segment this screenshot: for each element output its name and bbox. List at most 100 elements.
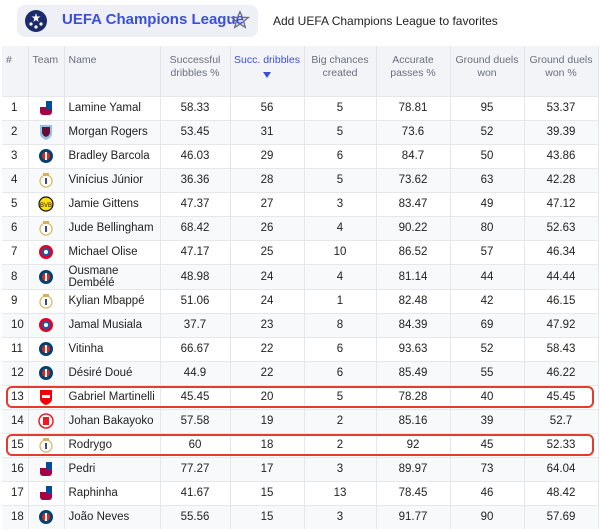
stat-cell-sdp: 36.36 [160,167,231,192]
stat-cell-sd: 19 [230,408,305,433]
team-crest-dortmund-icon[interactable]: BVB [28,191,65,216]
team-crest-bayern-icon[interactable] [28,239,65,264]
add-to-favorites-link[interactable]: Add UEFA Champions League to favorites [273,14,498,28]
star-icon[interactable] [229,9,251,31]
table-row[interactable]: 13 Gabriel Martinelli 45.45 20 5 78.28 40 45.45 [2,384,599,409]
team-crest-psg-icon[interactable] [28,143,65,168]
team-crest-real-madrid-icon[interactable] [28,288,65,313]
stat-cell-gdw: 95 [450,95,525,120]
column-header-label: Successful dribbles % [169,54,221,79]
stat-cell-ap: 86.52 [376,239,451,264]
table-row[interactable]: 14 Johan Bakayoko 57.58 19 2 85.16 39 52.7 [2,408,599,433]
table-row[interactable]: 10 Jamal Musiala 37.7 23 8 84.39 69 47.92 [2,312,599,337]
stat-cell-bcc: 5 [304,384,377,409]
team-crest-barcelona-icon[interactable] [28,480,65,505]
table-row[interactable]: 5 BVB Jamie Gittens 47.37 27 3 83.47 49 47.12 [2,191,599,216]
column-header-label: Ground duels won % [529,54,593,79]
team-crest-psg-icon[interactable] [28,504,65,529]
column-header-label: Big chances created [311,54,369,79]
column-header-label: Team [32,54,59,66]
stat-cell-sdp: 60 [160,432,231,457]
player-name[interactable]: Lamine Yamal [64,95,161,120]
player-name[interactable]: Michael Olise [64,239,161,264]
player-name[interactable]: Raphinha [64,480,161,505]
player-name[interactable]: Vinícius Júnior [64,167,161,192]
stat-cell-gdwp: 52.7 [524,408,599,433]
player-name[interactable]: Jude Bellingham [64,215,161,240]
team-crest-psg-icon[interactable] [28,360,65,385]
stat-cell-sdp: 44.9 [160,360,231,385]
stat-cell-sd: 27 [230,191,305,216]
league-pill[interactable]: UEFA Champions League [17,5,258,37]
table-row[interactable]: 17 Raphinha 41.67 15 13 78.45 46 48.42 [2,480,599,505]
stat-cell-gdwp: 46.34 [524,239,599,264]
table-row[interactable]: 12 Désiré Doué 44.9 22 6 85.49 55 46.22 [2,360,599,385]
stat-cell-sd: 25 [230,239,305,264]
rank-cell: 15 [2,432,29,457]
player-name[interactable]: Vitinha [64,336,161,361]
player-name[interactable]: Morgan Rogers [64,119,161,144]
player-name[interactable]: Bradley Barcola [64,143,161,168]
table-row[interactable]: 15 Rodrygo 60 18 2 92 45 52.33 [2,432,599,457]
stat-cell-gdw: 52 [450,336,525,361]
stat-cell-ap: 78.81 [376,95,451,120]
column-header-7[interactable]: Ground duels won [450,46,525,96]
stat-cell-gdw: 46 [450,480,525,505]
stat-cell-sdp: 68.42 [160,215,231,240]
stat-cell-gdwp: 48.42 [524,480,599,505]
table-row[interactable]: 18 João Neves 55.56 15 3 91.77 90 57.69 [2,504,599,529]
team-crest-barcelona-icon[interactable] [28,456,65,481]
team-crest-arsenal-icon[interactable] [28,384,65,409]
table-row[interactable]: 7 Michael Olise 47.17 25 10 86.52 57 46.34 [2,239,599,264]
column-header-label: Ground duels won [455,54,519,79]
table-row[interactable]: 1 Lamine Yamal 58.33 56 5 78.81 95 53.37 [2,95,599,120]
table-row[interactable]: 9 Kylian Mbappé 51.06 24 1 82.48 42 46.15 [2,288,599,313]
team-crest-aston-villa-icon[interactable] [28,119,65,144]
team-crest-real-madrid-icon[interactable] [28,432,65,457]
stat-cell-sdp: 58.33 [160,95,231,120]
player-name[interactable]: Kylian Mbappé [64,288,161,313]
stat-cell-ap: 92 [376,432,451,457]
column-header-3[interactable]: Successful dribbles % [160,46,231,96]
column-header-6[interactable]: Accurate passes % [376,46,451,96]
player-name[interactable]: Jamie Gittens [64,191,161,216]
column-header-4[interactable]: Succ. dribbles [230,46,305,96]
stat-cell-bcc: 2 [304,432,377,457]
team-crest-bayern-icon[interactable] [28,312,65,337]
player-name[interactable]: Ousmane Dembélé [64,263,161,289]
team-crest-barcelona-icon[interactable] [28,95,65,120]
table-row[interactable]: 8 Ousmane Dembélé 48.98 24 4 81.14 44 44.44 [2,263,599,289]
stat-cell-gdw: 73 [450,456,525,481]
team-crest-real-madrid-icon[interactable] [28,167,65,192]
player-name[interactable]: Johan Bakayoko [64,408,161,433]
column-header-5[interactable]: Big chances created [304,46,377,96]
rank-cell: 18 [2,504,29,529]
team-crest-real-madrid-icon[interactable] [28,215,65,240]
stat-cell-gdw: 45 [450,432,525,457]
player-name[interactable]: João Neves [64,504,161,529]
stat-cell-ap: 82.48 [376,288,451,313]
team-crest-psg-icon[interactable] [28,336,65,361]
stat-cell-ap: 93.63 [376,336,451,361]
player-name[interactable]: Gabriel Martinelli [64,384,161,409]
team-crest-psg-icon[interactable] [28,263,65,289]
table-row[interactable]: 4 Vinícius Júnior 36.36 28 5 73.62 63 42.28 [2,167,599,192]
table-row[interactable]: 11 Vitinha 66.67 22 6 93.63 52 58.43 [2,336,599,361]
player-name[interactable]: Jamal Musiala [64,312,161,337]
column-header-8[interactable]: Ground duels won % [524,46,599,96]
player-name[interactable]: Pedri [64,456,161,481]
player-name[interactable]: Rodrygo [64,432,161,457]
stat-cell-ap: 78.45 [376,480,451,505]
table-row[interactable]: 16 Pedri 77.27 17 3 89.97 73 64.04 [2,456,599,481]
table-row[interactable]: 6 Jude Bellingham 68.42 26 4 90.22 80 52.63 [2,215,599,240]
table-row[interactable]: 2 Morgan Rogers 53.45 31 5 73.6 52 39.39 [2,119,599,144]
stat-cell-sd: 22 [230,360,305,385]
league-name[interactable]: UEFA Champions League [62,11,244,28]
team-crest-psv-icon[interactable] [28,408,65,433]
rank-cell: 2 [2,119,29,144]
player-name[interactable]: Désiré Doué [64,360,161,385]
stat-cell-sdp: 47.37 [160,191,231,216]
stat-cell-sd: 31 [230,119,305,144]
table-row[interactable]: 3 Bradley Barcola 46.03 29 6 84.7 50 43.86 [2,143,599,168]
stat-cell-sdp: 57.58 [160,408,231,433]
